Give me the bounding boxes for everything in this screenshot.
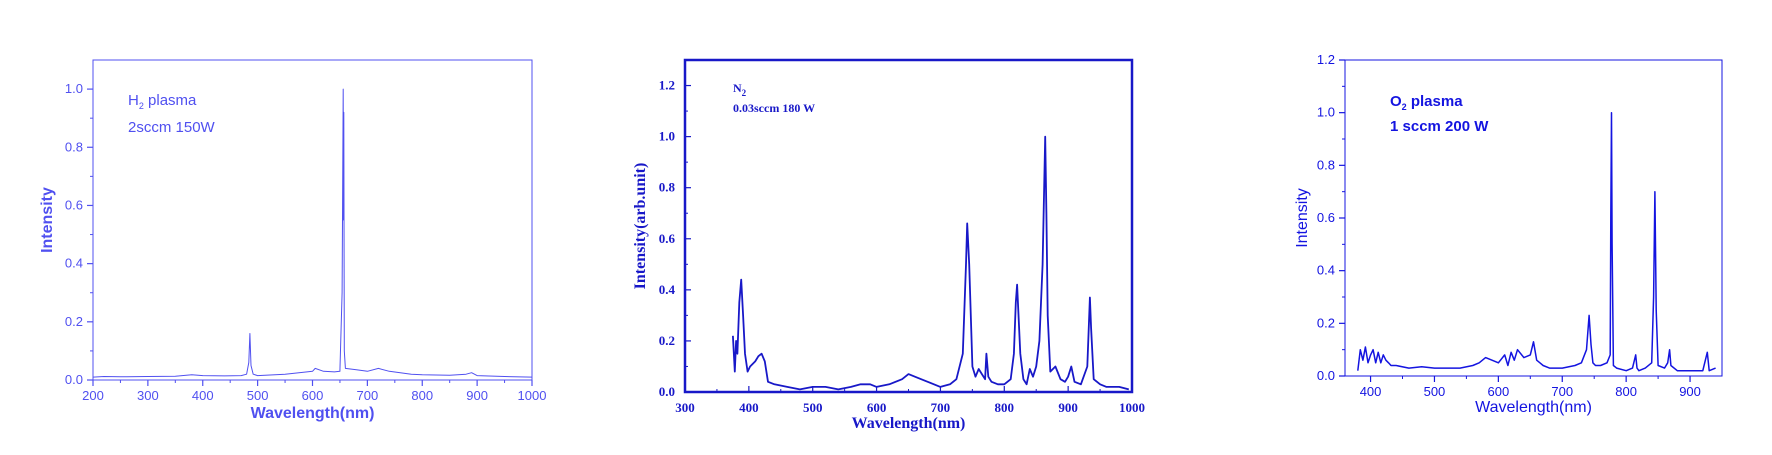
x-tick-label: 500 <box>1424 384 1446 399</box>
y-tick-label: 0.6 <box>65 197 83 212</box>
y-tick-label: 0.8 <box>1317 157 1335 172</box>
x-tick-label: 700 <box>1551 384 1573 399</box>
y-tick-label: 0.8 <box>65 139 83 154</box>
x-axis-label: Wavelength(nm) <box>251 405 375 422</box>
y-tick-label: 0.0 <box>659 384 675 399</box>
x-tick-label: 800 <box>411 388 433 403</box>
x-tick-label: 700 <box>357 388 379 403</box>
x-tick-label: 300 <box>675 400 695 415</box>
y-tick-label: 0.0 <box>1317 368 1335 383</box>
annotation-gas: O2 plasma <box>1390 93 1463 112</box>
x-axis-label: Wavelength(nm) <box>852 415 966 432</box>
x-tick-label: 600 <box>867 400 887 415</box>
y-tick-label: 0.4 <box>1317 263 1335 278</box>
x-tick-label: 800 <box>995 400 1015 415</box>
x-tick-label: 600 <box>302 388 324 403</box>
x-tick-label: 1000 <box>518 388 547 403</box>
y-tick-label: 0.4 <box>65 256 83 271</box>
y-tick-label: 0.4 <box>659 282 676 297</box>
x-tick-label: 900 <box>1679 384 1701 399</box>
spectrum-line <box>732 135 1130 391</box>
chart-panel-h2-plasma: 200 300 400 500 600 700 800 900 1000 0.0 0.2 0.4 0.6… <box>39 59 547 422</box>
y-tick-label: 0.2 <box>659 333 675 348</box>
y-tick-label: 0.2 <box>65 314 83 329</box>
annotation-conditions: 2sccm 150W <box>128 119 216 136</box>
x-tick-label: 1000 <box>1119 400 1145 415</box>
x-tick-label: 800 <box>1615 384 1637 399</box>
x-tick-label: 500 <box>803 400 823 415</box>
spectrum-line <box>92 88 533 378</box>
x-tick-label: 900 <box>1058 400 1078 415</box>
y-tick-label: 0.8 <box>659 180 676 195</box>
y-tick-label: 0.0 <box>65 372 83 387</box>
x-tick-label: 400 <box>1360 384 1382 399</box>
x-tick-label: 700 <box>931 400 951 415</box>
x-tick-label: 200 <box>82 388 104 403</box>
chart-panel-o2-plasma: 400 500 600 700 800 900 0.0 0.2 0.4 0.6 0.8 1.0 1.2 W… <box>1294 52 1723 416</box>
y-tick-label: 1.0 <box>659 129 675 144</box>
annotation-conditions: 1 sccm 200 W <box>1390 118 1489 135</box>
x-tick-label: 400 <box>192 388 214 403</box>
x-tick-label: 400 <box>739 400 759 415</box>
y-tick-label: 0.6 <box>1317 210 1335 225</box>
y-axis-label: Intensity <box>39 187 56 253</box>
spectrum-line <box>1357 111 1716 372</box>
x-tick-label: 500 <box>247 388 269 403</box>
y-tick-label: 1.2 <box>1317 52 1335 67</box>
y-axis-label: Intensity(arb.unit) <box>632 163 649 290</box>
y-tick-label: 0.2 <box>1317 315 1335 330</box>
y-tick-label: 0.6 <box>659 231 676 246</box>
y-tick-label: 1.0 <box>1317 105 1335 120</box>
y-tick-label: 1.2 <box>659 78 675 93</box>
y-tick-label: 1.0 <box>65 81 83 96</box>
annotation-gas: N2 <box>733 81 747 98</box>
x-axis-label: Wavelength(nm) <box>1475 399 1592 416</box>
annotation-gas: H2 plasma <box>128 92 197 111</box>
x-tick-label: 900 <box>466 388 488 403</box>
x-tick-label: 300 <box>137 388 159 403</box>
chart-panel-n2-plasma: 300 400 500 600 700 800 900 1000 0.0 0.2 0.4 0.6 0.8… <box>632 58 1145 432</box>
y-axis-label: Intensity <box>1294 188 1311 248</box>
x-tick-label: 600 <box>1488 384 1510 399</box>
annotation-conditions: 0.03sccm 180 W <box>733 101 815 115</box>
